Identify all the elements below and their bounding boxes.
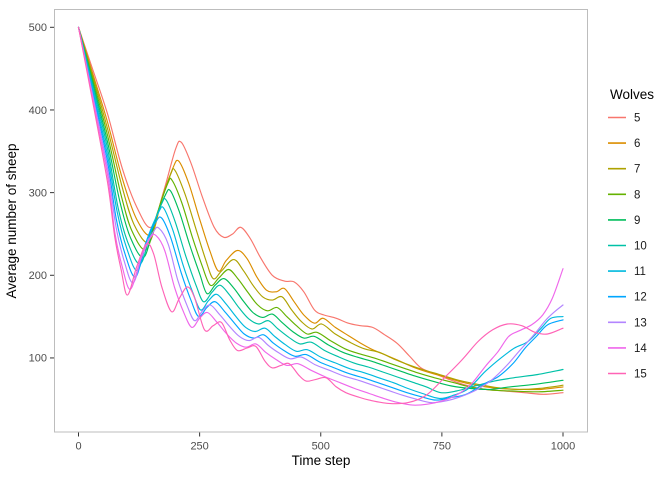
series-line-13	[77, 26, 564, 404]
x-tick-label: 250	[190, 441, 208, 453]
legend-label-9: 9	[634, 215, 640, 227]
legend-label-14: 14	[634, 343, 647, 355]
legend-entry-15: 15	[608, 369, 647, 381]
y-tick-label: 500	[29, 22, 47, 34]
series-line-14	[77, 26, 564, 406]
legend-entry-12: 12	[608, 292, 647, 304]
legend-label-7: 7	[634, 164, 640, 176]
y-axis-ticks: 100 200 300 400 500	[29, 22, 55, 365]
legend: Wolves 5 6 7 8 9 10 11 12 13 14 15	[608, 87, 654, 381]
legend-label-15: 15	[634, 369, 647, 381]
legend-label-13: 13	[634, 317, 647, 329]
legend-label-10: 10	[634, 241, 647, 253]
legend-entry-5: 5	[608, 113, 640, 125]
legend-entries: 5 6 7 8 9 10 11 12 13 14 15	[608, 113, 647, 381]
legend-entry-9: 9	[608, 215, 640, 227]
x-axis-ticks: 0 250 500 750 1000	[75, 432, 575, 453]
x-tick-label: 0	[75, 441, 81, 453]
x-tick-label: 500	[312, 441, 330, 453]
x-tick-label: 750	[433, 441, 451, 453]
legend-title: Wolves	[610, 87, 654, 102]
legend-entry-13: 13	[608, 317, 647, 329]
y-tick-label: 400	[29, 105, 47, 117]
legend-label-6: 6	[634, 138, 640, 150]
y-tick-label: 300	[29, 187, 47, 199]
legend-entry-7: 7	[608, 164, 640, 176]
series-line-11	[77, 26, 564, 399]
legend-entry-14: 14	[608, 343, 647, 355]
legend-entry-6: 6	[608, 138, 640, 150]
legend-entry-8: 8	[608, 189, 640, 201]
legend-entry-10: 10	[608, 241, 647, 253]
legend-entry-11: 11	[608, 266, 646, 278]
series-lines	[77, 26, 564, 406]
legend-label-11: 11	[634, 266, 646, 278]
legend-label-5: 5	[634, 113, 640, 125]
y-tick-label: 100	[29, 353, 47, 365]
series-line-15	[77, 26, 564, 405]
y-tick-label: 200	[29, 270, 47, 282]
legend-label-12: 12	[634, 292, 647, 304]
x-tick-label: 1000	[551, 441, 575, 453]
y-axis-title: Average number of sheep	[4, 143, 19, 298]
panel-border	[54, 9, 588, 433]
legend-label-8: 8	[634, 189, 640, 201]
x-axis-title: Time step	[292, 453, 351, 468]
